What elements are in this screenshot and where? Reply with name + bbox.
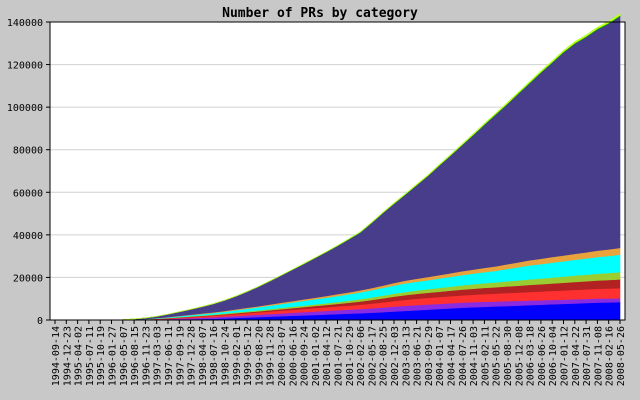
x-tick-label-28: 2002-05-17 (367, 326, 378, 386)
x-tick-label-21: 2000-06-16 (288, 326, 299, 386)
x-tick-label-50: 2008-05-26 (616, 326, 627, 386)
y-tick-label-4: 80000 (13, 146, 43, 157)
x-tick-label-39: 2005-05-22 (492, 326, 503, 386)
x-tick-label-12: 1997-12-28 (187, 326, 198, 386)
y-tick-labels: 0 20000 40000 60000 80000 100000 120000 140000 (7, 18, 43, 327)
x-tick-label-2: 1995-04-02 (74, 326, 85, 386)
x-tick-label-46: 2007-04-22 (571, 326, 582, 386)
x-tick-label-23: 2001-01-02 (311, 326, 322, 386)
x-tick-label-16: 1999-02-01 (232, 326, 243, 386)
x-tick-label-8: 1996-11-23 (141, 326, 152, 386)
x-tick-label-40: 2005-08-30 (503, 326, 514, 386)
x-tick-label-19: 1999-11-28 (266, 326, 277, 386)
x-tick-label-14: 1998-07-16 (209, 326, 220, 386)
x-tick-label-1: 1994-12-23 (62, 326, 73, 386)
x-tick-label-45: 2007-01-12 (560, 326, 571, 386)
stacked-areas (55, 13, 621, 321)
x-tick-label-5: 1996-01-27 (108, 326, 119, 386)
x-tick-label-33: 2003-09-29 (424, 326, 435, 386)
y-tick-label-1: 20000 (13, 273, 43, 284)
y-tick-label-3: 60000 (13, 188, 43, 199)
x-tick-label-49: 2008-02-16 (605, 326, 616, 386)
y-tick-label-2: 40000 (13, 231, 43, 242)
x-tick-label-29: 2002-08-25 (379, 326, 390, 386)
x-tick-label-11: 1997-09-19 (175, 326, 186, 386)
x-tick-label-44: 2006-10-04 (548, 326, 559, 386)
x-tick-label-42: 2006-03-18 (526, 326, 537, 386)
x-tick-label-20: 2000-03-07 (277, 326, 288, 386)
x-tick-label-27: 2002-02-06 (356, 326, 367, 386)
x-tick-label-36: 2004-07-26 (458, 326, 469, 386)
y-tick-label-7: 140000 (7, 18, 43, 29)
x-tick-label-18: 1999-08-20 (254, 326, 265, 386)
x-tick-label-13: 1998-04-07 (198, 326, 209, 386)
x-tick-label-10: 1997-06-11 (164, 326, 175, 386)
x-tick-label-22: 2000-09-24 (300, 326, 311, 386)
x-tick-label-24: 2001-04-12 (322, 326, 333, 386)
x-tick-label-3: 1995-07-11 (85, 326, 96, 386)
x-tick-label-17: 1999-05-12 (243, 326, 254, 386)
chart-title: Number of PRs by category (222, 6, 418, 21)
x-tick-label-41: 2005-12-08 (514, 326, 525, 386)
series-area-10 (55, 13, 621, 321)
x-tick-label-48: 2007-11-08 (593, 326, 604, 386)
x-tick-label-31: 2003-03-13 (401, 326, 412, 386)
x-tick-label-7: 1996-08-15 (130, 326, 141, 386)
x-tick-label-35: 2004-04-17 (447, 326, 458, 386)
x-tick-label-37: 2004-11-03 (469, 326, 480, 386)
x-tick-label-0: 1994-09-14 (51, 326, 62, 386)
x-tick-label-15: 1998-10-24 (221, 326, 232, 386)
x-tick-label-9: 1997-03-03 (153, 326, 164, 386)
x-tick-label-34: 2004-01-07 (435, 326, 446, 386)
axes (46, 21, 626, 324)
x-tick-label-6: 1996-05-07 (119, 326, 130, 386)
x-tick-label-30: 2002-12-03 (390, 326, 401, 386)
x-tick-label-26: 2001-10-29 (345, 326, 356, 386)
x-tick-label-32: 2003-06-21 (413, 326, 424, 386)
y-tick-label-0: 0 (37, 316, 43, 327)
x-tick-label-4: 1995-10-19 (96, 326, 107, 386)
x-tick-label-47: 2007-07-31 (582, 326, 593, 386)
x-tick-label-38: 2005-02-11 (480, 326, 491, 386)
x-tick-label-25: 2001-07-21 (334, 326, 345, 386)
y-tick-label-6: 120000 (7, 61, 43, 72)
y-tick-label-5: 100000 (7, 103, 43, 114)
x-tick-label-43: 2006-06-26 (537, 326, 548, 386)
x-tick-labels: 1994-09-14 1994-12-23 1995-04-02 1995-07-11… (51, 326, 627, 386)
